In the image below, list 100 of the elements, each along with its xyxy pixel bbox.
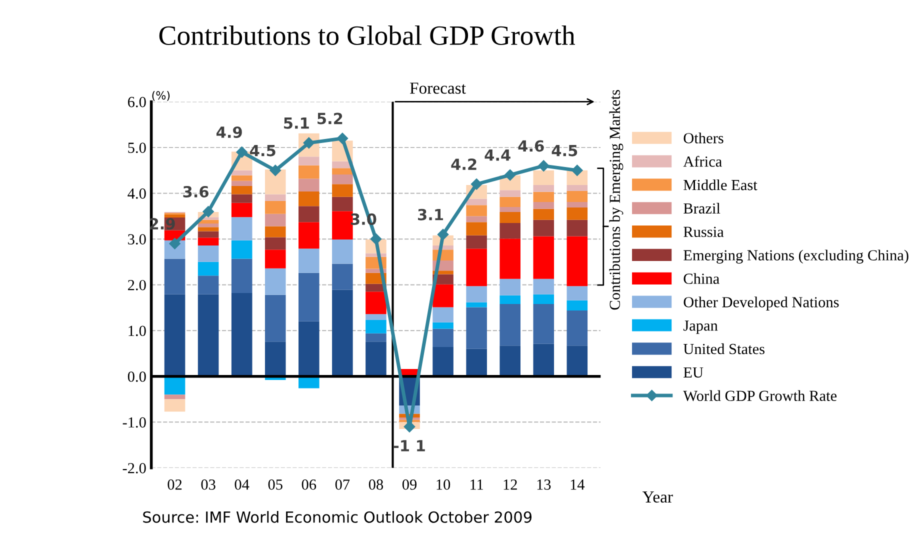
x-tick-label: 14 (570, 480, 585, 490)
bar (332, 240, 353, 264)
bar (264, 194, 286, 202)
bar (466, 348, 487, 376)
bar (231, 258, 252, 294)
point (202, 206, 214, 218)
bar (500, 346, 520, 376)
bar (432, 284, 454, 308)
legend-label: Japan (683, 320, 718, 334)
y-tick-label: 6.0 (128, 96, 146, 108)
bar (500, 223, 520, 239)
legend-label: World GDP Growth Rate (683, 390, 837, 402)
bar (164, 394, 186, 400)
legend-label: Emerging Nations (excluding China) (684, 250, 908, 264)
bar (432, 328, 454, 348)
bar (366, 342, 386, 376)
bar (264, 268, 286, 295)
bar (298, 191, 320, 206)
x-tick-label: 06 (302, 479, 316, 490)
bar (198, 227, 219, 232)
bar (566, 190, 588, 202)
data-label: 5.1 (284, 118, 309, 129)
ref-line-label: Forecast (410, 82, 466, 94)
bar (500, 238, 520, 279)
bar (198, 294, 219, 376)
point (504, 169, 516, 181)
bar (332, 264, 353, 290)
x-tick-label: 02 (168, 479, 182, 490)
bar (198, 223, 219, 228)
bar (466, 235, 487, 249)
bar (298, 178, 320, 192)
bar (164, 258, 186, 294)
bar (533, 278, 554, 294)
bar (500, 207, 520, 212)
bar (533, 236, 554, 279)
x-tick-label: 13 (537, 479, 551, 490)
bar (231, 180, 252, 186)
bar (198, 276, 219, 294)
bar (566, 220, 588, 236)
bar (164, 294, 186, 376)
legend-label: Russia (684, 226, 724, 238)
point (236, 146, 248, 158)
bar (264, 214, 286, 226)
bar (164, 214, 186, 218)
bar (366, 314, 386, 320)
x-tick-label: 04 (234, 479, 250, 490)
y-tick-label: 5.0 (128, 142, 146, 154)
bar (298, 272, 320, 322)
data-label: 4.5 (552, 144, 578, 156)
bar (566, 286, 588, 300)
bar (533, 202, 554, 209)
bar (231, 170, 252, 176)
legend-label: Other Developed Nations (684, 296, 839, 310)
bar (264, 294, 286, 342)
bar (533, 192, 554, 202)
bar (332, 211, 353, 240)
bar (466, 302, 487, 308)
chart-title: Contributions to Global GDP Growth (159, 25, 576, 45)
bar (533, 344, 554, 376)
bar (466, 198, 487, 206)
bar (500, 295, 520, 304)
x-axis-title: Year (642, 492, 673, 503)
bar (500, 304, 520, 346)
y-tick-label: 3.0 (128, 234, 146, 245)
point (470, 178, 482, 190)
point (572, 164, 583, 176)
bar (231, 202, 252, 218)
x-tick-label: 11 (470, 480, 483, 490)
bar (231, 186, 252, 194)
bar (432, 307, 454, 322)
bar (566, 185, 588, 191)
bar (164, 399, 186, 412)
bar (298, 321, 320, 376)
data-label: 2.9 (150, 218, 175, 230)
bar (566, 202, 588, 208)
bar (298, 156, 320, 166)
legend-label: Brazil (684, 202, 720, 214)
bar (500, 190, 520, 197)
point (437, 228, 449, 240)
legend-label: United States (683, 343, 764, 354)
bar (332, 174, 353, 184)
bar (500, 212, 520, 224)
bar (298, 222, 320, 249)
bar (298, 248, 320, 273)
bar (366, 333, 386, 342)
y-tick-label: 2.0 (128, 280, 146, 290)
bar (566, 310, 588, 346)
text: Contributions by Emerging Markets (609, 90, 624, 310)
bar (231, 240, 252, 259)
y-tick-label: -1.0 (122, 417, 146, 428)
point (538, 160, 550, 172)
bar (566, 236, 588, 286)
bar (231, 293, 252, 376)
bar (466, 307, 487, 349)
point (370, 233, 382, 245)
data-label: 4.2 (451, 158, 476, 170)
bar (332, 184, 353, 197)
bar (366, 292, 386, 314)
bar (366, 320, 386, 334)
data-label: 4.9 (216, 126, 242, 138)
